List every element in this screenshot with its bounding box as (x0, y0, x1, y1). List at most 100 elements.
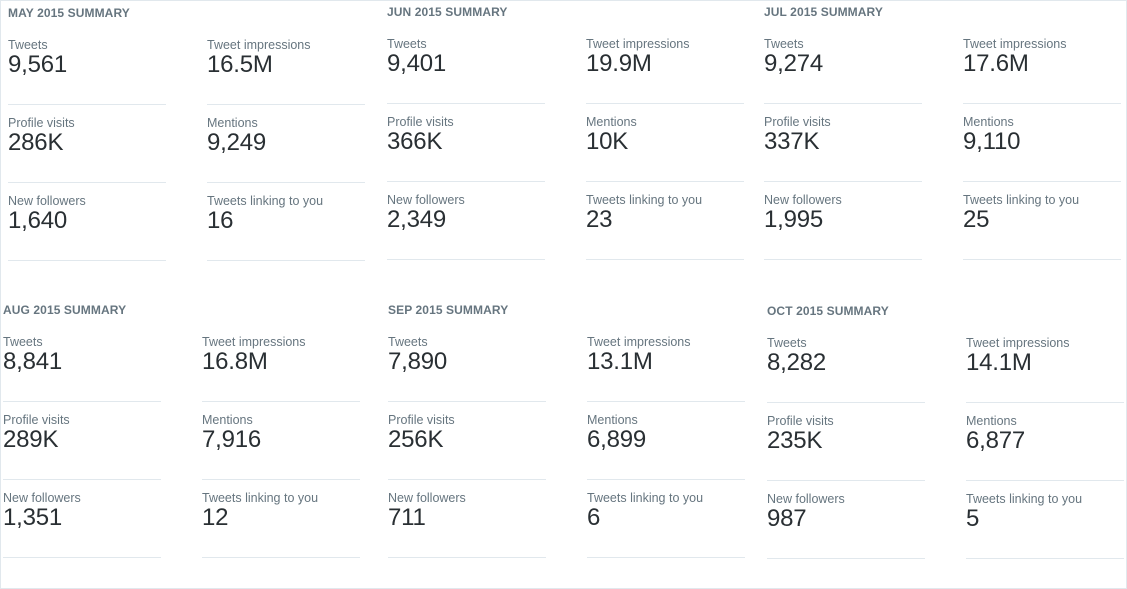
metric-label: Mentions (586, 115, 637, 129)
metric-mentions: Mentions 10K (586, 115, 744, 182)
metric-label: Tweets (3, 335, 43, 349)
metric-label: Tweet impressions (963, 37, 1067, 51)
metric-label: Tweet impressions (202, 335, 306, 349)
month-summary-sep: SEP 2015 SUMMARY Tweets 7,890 Tweet impr… (388, 303, 753, 563)
month-summary-jul: JUL 2015 SUMMARY Tweets 9,274 Tweet impr… (764, 5, 1127, 265)
metric-value: 25 (963, 206, 990, 233)
metric-value: 289K (3, 426, 59, 453)
metric-label: Tweet impressions (586, 37, 690, 51)
metric-label: Profile visits (387, 115, 454, 129)
summary-title: AUG 2015 SUMMARY (3, 303, 127, 317)
metric-label: Tweets linking to you (202, 491, 319, 505)
metric-mentions: Mentions 6,899 (587, 413, 745, 480)
metric-tweets-linking: Tweets linking to you 23 (586, 193, 744, 260)
metric-label: Profile visits (764, 115, 831, 129)
summary-title: SEP 2015 SUMMARY (388, 303, 509, 317)
metric-value: 7,890 (388, 348, 448, 375)
metric-new-followers: New followers 1,995 (764, 193, 922, 260)
metric-label: New followers (387, 193, 465, 207)
metric-value: 6,877 (966, 427, 1026, 454)
metric-new-followers: New followers 711 (388, 491, 546, 558)
metric-value: 9,110 (963, 128, 1021, 155)
metric-label: Tweets (767, 336, 807, 350)
metric-value: 286K (8, 129, 64, 156)
metric-profile-visits: Profile visits 286K (8, 116, 166, 183)
summary-title: JUL 2015 SUMMARY (764, 5, 883, 19)
metric-label: Mentions (207, 116, 258, 130)
metric-value: 337K (764, 128, 820, 155)
metric-new-followers: New followers 1,640 (8, 194, 166, 261)
metric-label: New followers (764, 193, 842, 207)
metric-tweets: Tweets 9,561 (8, 38, 166, 105)
metric-tweet-impressions: Tweet impressions 16.5M (207, 38, 365, 105)
metric-label: Tweets linking to you (963, 193, 1080, 207)
metric-label: Tweets (388, 335, 428, 349)
metric-label: Profile visits (767, 414, 834, 428)
metric-label: New followers (8, 194, 86, 208)
metric-value: 256K (388, 426, 444, 453)
metric-value: 19.9M (586, 50, 652, 77)
metric-value: 8,282 (767, 349, 827, 376)
metric-label: Mentions (963, 115, 1014, 129)
metric-value: 235K (767, 427, 823, 454)
metric-value: 6 (587, 504, 601, 531)
metric-value: 9,274 (764, 50, 824, 77)
metric-label: Tweets (8, 38, 48, 52)
metric-tweet-impressions: Tweet impressions 17.6M (963, 37, 1121, 104)
metric-profile-visits: Profile visits 256K (388, 413, 546, 480)
metric-new-followers: New followers 987 (767, 492, 925, 559)
metric-value: 10K (586, 128, 629, 155)
metric-profile-visits: Profile visits 337K (764, 115, 922, 182)
metric-tweets-linking: Tweets linking to you 6 (587, 491, 745, 558)
summary-title: MAY 2015 SUMMARY (8, 6, 130, 20)
metric-profile-visits: Profile visits 289K (3, 413, 161, 480)
metric-label: Tweets linking to you (966, 492, 1083, 506)
summary-title: JUN 2015 SUMMARY (387, 5, 508, 19)
month-summary-oct: OCT 2015 SUMMARY Tweets 8,282 Tweet impr… (767, 304, 1127, 564)
metric-value: 9,561 (8, 51, 68, 78)
metric-tweet-impressions: Tweet impressions 19.9M (586, 37, 744, 104)
metric-label: Tweet impressions (587, 335, 691, 349)
metric-label: Profile visits (388, 413, 455, 427)
metric-value: 5 (966, 505, 980, 532)
metric-value: 8,841 (3, 348, 63, 375)
metric-value: 16.5M (207, 51, 273, 78)
month-summary-may: MAY 2015 SUMMARY Tweets 9,561 Tweet impr… (8, 6, 373, 266)
metric-label: Tweet impressions (207, 38, 311, 52)
metric-label: New followers (3, 491, 81, 505)
metric-value: 9,401 (387, 50, 447, 77)
metric-value: 17.6M (963, 50, 1029, 77)
month-summary-aug: AUG 2015 SUMMARY Tweets 8,841 Tweet impr… (3, 303, 368, 563)
metric-tweets-linking: Tweets linking to you 5 (966, 492, 1124, 559)
metric-tweets: Tweets 7,890 (388, 335, 546, 402)
metric-tweets-linking: Tweets linking to you 25 (963, 193, 1121, 260)
metric-value: 7,916 (202, 426, 262, 453)
metric-tweets: Tweets 9,401 (387, 37, 545, 104)
metric-mentions: Mentions 6,877 (966, 414, 1124, 481)
metric-value: 987 (767, 505, 807, 532)
metric-value: 6,899 (587, 426, 647, 453)
metric-mentions: Mentions 9,110 (963, 115, 1121, 182)
metric-tweets-linking: Tweets linking to you 12 (202, 491, 360, 558)
metric-new-followers: New followers 2,349 (387, 193, 545, 260)
metric-value: 16.8M (202, 348, 268, 375)
metric-tweets-linking: Tweets linking to you 16 (207, 194, 365, 261)
metric-label: Profile visits (8, 116, 75, 130)
metric-value: 16 (207, 207, 234, 234)
metric-tweet-impressions: Tweet impressions 16.8M (202, 335, 360, 402)
metric-value: 23 (586, 206, 613, 233)
metric-profile-visits: Profile visits 235K (767, 414, 925, 481)
metric-profile-visits: Profile visits 366K (387, 115, 545, 182)
metric-value: 711 (388, 504, 426, 531)
metric-value: 1,640 (8, 207, 68, 234)
metric-mentions: Mentions 9,249 (207, 116, 365, 183)
metric-label: Mentions (202, 413, 253, 427)
metric-tweets: Tweets 9,274 (764, 37, 922, 104)
metric-tweets: Tweets 8,841 (3, 335, 161, 402)
metric-tweets: Tweets 8,282 (767, 336, 925, 403)
metric-tweet-impressions: Tweet impressions 13.1M (587, 335, 745, 402)
metric-label: Tweets linking to you (207, 194, 324, 208)
metric-value: 366K (387, 128, 443, 155)
metric-label: Mentions (966, 414, 1017, 428)
metric-value: 12 (202, 504, 229, 531)
